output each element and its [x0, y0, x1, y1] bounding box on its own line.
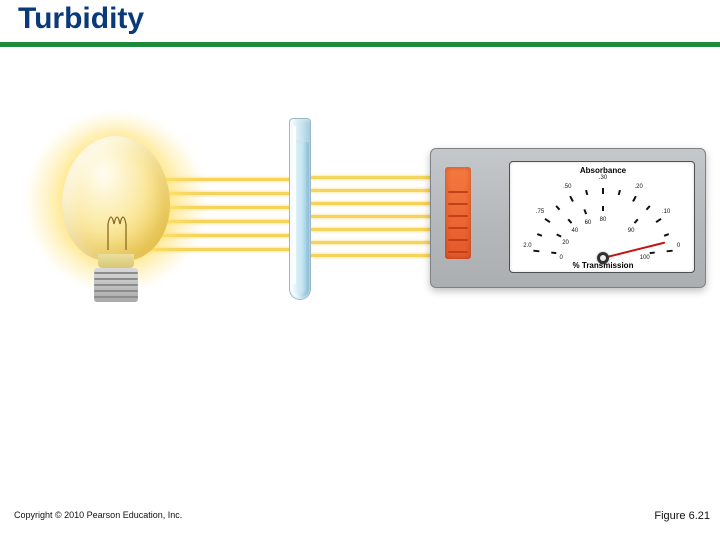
- gauge-tick: [655, 218, 661, 223]
- bulb-neck: [98, 254, 134, 268]
- gauge-tick: [602, 206, 604, 211]
- port-line: [448, 251, 468, 253]
- gauge-number: .10: [656, 209, 676, 215]
- gauge-tick: [533, 250, 539, 253]
- port-line: [448, 215, 468, 217]
- port-line: [448, 191, 468, 193]
- base-rib: [94, 284, 138, 286]
- base-rib: [94, 272, 138, 274]
- gauge-tick: [537, 233, 542, 237]
- gauge-tick: [618, 190, 621, 195]
- port-line: [448, 203, 468, 205]
- light-beam: [309, 189, 448, 192]
- port-line: [448, 239, 468, 241]
- gauge-tick: [556, 234, 561, 238]
- test-tube: [289, 118, 311, 300]
- gauge-number: .20: [629, 184, 649, 190]
- gauge-number: .30: [593, 175, 613, 181]
- port-line: [448, 227, 468, 229]
- light-beam: [309, 228, 448, 231]
- label-absorbance: Absorbance: [580, 166, 626, 175]
- gauge: Absorbance % Transmission 2.0.75.50.30.2…: [510, 162, 696, 274]
- gauge-tick: [646, 205, 651, 210]
- tube-highlight: [293, 126, 296, 284]
- gauge-tick: [585, 190, 588, 195]
- gauge-tick: [567, 219, 572, 224]
- figure-number: Figure 6.21: [654, 510, 710, 522]
- gauge-tick: [583, 209, 587, 214]
- gauge-tick: [602, 188, 604, 194]
- gauge-number: 20: [556, 240, 576, 246]
- diagram-stage: Absorbance % Transmission 2.0.75.50.30.2…: [0, 0, 720, 380]
- light-beam: [309, 176, 448, 179]
- gauge-number: 2.0: [517, 243, 537, 249]
- gauge-tick: [544, 218, 550, 223]
- meter-panel: Absorbance % Transmission 2.0.75.50.30.2…: [509, 161, 695, 273]
- gauge-number: 40: [565, 228, 585, 234]
- gauge-number: .75: [530, 209, 550, 215]
- base-rib: [94, 296, 138, 298]
- light-beam: [309, 215, 448, 218]
- slide: Turbidity: [0, 0, 720, 540]
- gauge-tick: [555, 205, 560, 210]
- light-bulb: [48, 130, 178, 330]
- spectrophotometer: Absorbance % Transmission 2.0.75.50.30.2…: [430, 148, 706, 288]
- base-rib: [94, 290, 138, 292]
- gauge-tick: [667, 250, 673, 253]
- gauge-hub-inner: [600, 255, 606, 261]
- copyright: Copyright © 2010 Pearson Education, Inc.: [14, 510, 182, 520]
- gauge-tick: [664, 233, 669, 237]
- gauge-number: 0: [669, 243, 689, 249]
- gauge-number: 90: [621, 228, 641, 234]
- gauge-tick: [569, 196, 574, 202]
- gauge-number: .50: [557, 184, 577, 190]
- base-rib: [94, 278, 138, 280]
- sample-port: [445, 167, 471, 259]
- bulb-filament: [102, 200, 132, 250]
- gauge-tick: [634, 219, 639, 224]
- light-beam: [309, 254, 448, 257]
- light-beam: [309, 202, 448, 205]
- gauge-number: 100: [635, 255, 655, 261]
- gauge-number: 0: [551, 255, 571, 261]
- gauge-number: 80: [593, 217, 613, 223]
- light-beam: [309, 241, 448, 244]
- gauge-tick: [632, 196, 637, 202]
